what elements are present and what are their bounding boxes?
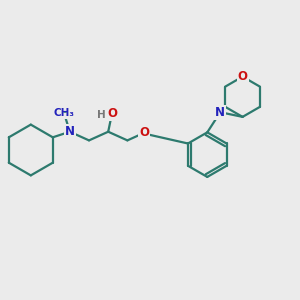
Text: N: N — [65, 125, 75, 138]
Text: H: H — [97, 110, 106, 120]
Text: O: O — [140, 126, 149, 139]
Text: –: – — [62, 108, 66, 117]
Text: O: O — [238, 70, 248, 83]
Text: O: O — [107, 107, 117, 120]
Text: N: N — [215, 106, 225, 119]
Text: CH₃: CH₃ — [54, 108, 75, 118]
